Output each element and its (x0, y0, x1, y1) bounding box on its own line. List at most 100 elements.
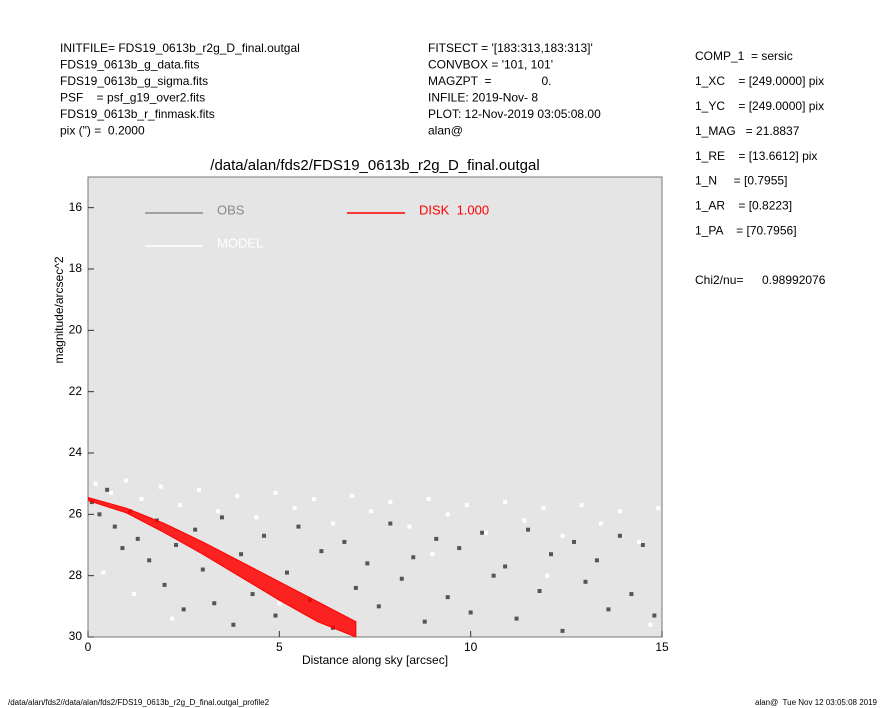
data-point (491, 573, 496, 578)
data-point (549, 552, 554, 557)
x-tick-label: 5 (276, 640, 283, 654)
data-point (617, 533, 622, 538)
data-point (124, 478, 129, 483)
data-point (284, 570, 289, 575)
header-text: FDS19_0613b_r_finmask.fits (60, 107, 215, 121)
header-text: INFILE: 2019-Nov- 8 (428, 91, 538, 105)
data-point (273, 490, 278, 495)
data-point (629, 592, 634, 597)
data-point (648, 622, 653, 627)
data-point (445, 512, 450, 517)
data-point (583, 579, 588, 584)
data-point (177, 503, 182, 508)
data-point (376, 604, 381, 609)
header-text: alan@ (428, 124, 463, 138)
data-point (147, 558, 152, 563)
data-point (468, 610, 473, 615)
data-point (97, 512, 102, 517)
data-point (262, 533, 267, 538)
data-point (411, 555, 416, 560)
data-point (434, 536, 439, 541)
header-text: 1_YC = [249.0000] pix (695, 99, 824, 113)
y-tick-label: 16 (69, 200, 83, 214)
data-point (594, 558, 599, 563)
data-point (545, 573, 550, 578)
header-text: CONVBOX = '101, 101' (428, 58, 553, 72)
data-point (296, 524, 301, 529)
data-point (514, 616, 519, 621)
data-point (637, 539, 642, 544)
footer-left: /data/alan/fds2//data/alan/fds2/FDS19_06… (8, 698, 270, 707)
chart-title: /data/alan/fds2/FDS19_0613b_r2g_D_final.… (210, 157, 539, 174)
header-text: FDS19_0613b_g_sigma.fits (60, 74, 208, 88)
data-point (239, 552, 244, 557)
data-point (342, 539, 347, 544)
header-text: COMP_1 = sersic (695, 49, 793, 63)
data-point (139, 497, 144, 501)
data-point (503, 500, 508, 505)
header-text: 1_PA = [70.7956] (695, 223, 797, 237)
data-point (162, 582, 167, 587)
data-point (193, 527, 198, 532)
y-axis-label: magnitude/arcsec^2 (52, 256, 66, 363)
data-point (422, 619, 427, 624)
header-text: 1_XC = [249.0000] pix (695, 74, 824, 88)
data-point (219, 515, 224, 520)
x-tick-label: 15 (655, 640, 669, 654)
data-point (598, 521, 603, 526)
data-point (430, 552, 435, 557)
data-point (426, 497, 431, 501)
data-point (101, 570, 106, 575)
data-point (369, 509, 374, 514)
chi2-label: Chi2/nu= (695, 273, 743, 287)
data-point (640, 543, 645, 547)
data-point (652, 613, 657, 618)
header-text: INITFILE= FDS19_0613b_r2g_D_final.outgal (60, 41, 300, 55)
header-text: MAGZPT = 0. (428, 74, 551, 88)
header-text: FITSECT = '[183:313,183:313]' (428, 41, 593, 55)
plot-area (87, 176, 663, 638)
plot-marks (88, 478, 661, 637)
data-point (480, 530, 485, 535)
data-point (120, 546, 125, 551)
header-text: 1_RE = [13.6612] pix (695, 149, 817, 163)
y-tick-label: 26 (69, 507, 83, 521)
header-text: FDS19_0613b_g_data.fits (60, 58, 199, 72)
data-point (231, 622, 236, 627)
header-text: 1_AR = [0.8223] (695, 199, 792, 213)
data-point (617, 509, 622, 514)
data-point (319, 549, 324, 554)
y-tick-label: 22 (69, 384, 83, 398)
legend-label: DISK 1.000 (419, 202, 489, 217)
data-point (135, 536, 140, 541)
data-point (560, 533, 565, 538)
data-point (365, 561, 370, 566)
footer-right: alan@ Tue Nov 12 03:05:08 2019 (755, 698, 878, 707)
data-point (158, 484, 163, 489)
header-text: PSF = psf_g19_over2.fits (60, 91, 205, 105)
data-point (571, 539, 576, 544)
legend-label: OBS (217, 202, 245, 217)
data-point (131, 592, 136, 597)
data-point (212, 601, 217, 606)
data-point (353, 585, 358, 590)
header-text: 1_N = [0.7955] (695, 174, 787, 188)
legend-label: MODEL (217, 235, 263, 250)
data-point (235, 493, 240, 498)
data-point (526, 527, 531, 532)
data-point (196, 487, 201, 492)
x-tick-label: 0 (85, 640, 92, 654)
data-point (181, 607, 186, 612)
data-point (522, 518, 527, 523)
data-point (503, 564, 508, 569)
data-point (170, 616, 175, 621)
data-point (250, 592, 255, 597)
data-point (483, 530, 488, 535)
data-point (388, 521, 393, 526)
data-point (292, 506, 297, 511)
data-point (656, 506, 661, 511)
data-point (407, 524, 412, 529)
data-point (330, 521, 335, 526)
